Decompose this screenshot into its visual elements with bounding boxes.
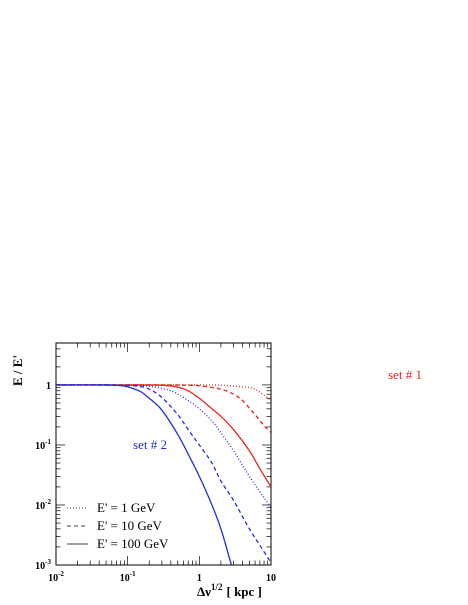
y-tick-label: 10-1 [35,438,51,452]
annotation-set-1: set # 1 [388,367,422,382]
series-set2-10gev-line [56,384,271,563]
y-tick-label: 10-3 [35,558,51,572]
x-axis-title-superscript: 1/2 [211,582,223,592]
x-axis-title-symbol: Δν [197,584,211,599]
x-tick-label: 10-2 [48,570,64,584]
annotation-set-2: set # 2 [133,437,167,452]
x-tick-label: 10-1 [120,570,136,584]
x-axis-title-unit: [ kpc ] [226,584,261,599]
legend-label-100gev: E' = 100 GeV [97,536,169,551]
plot-frame [55,342,272,566]
legend: E' = 1 GeV E' = 10 GeV E' = 100 GeV [67,500,169,551]
x-tick-label: 10 [266,573,276,584]
y-tick-label: 1 [46,381,51,392]
y-axis-title: E / E' [10,355,25,386]
legend-label-10gev: E' = 10 GeV [97,518,163,533]
series-set2-100gev-line [56,384,233,565]
y-tick-label: 10-2 [35,498,51,512]
series-set1-100gev-line [56,384,271,488]
series-set1-1gev-line [56,384,271,402]
series-set2-1gev-line [56,384,271,509]
series-set1-10gev-line [56,384,271,434]
legend-label-1gev: E' = 1 GeV [97,500,156,515]
x-tick-label: 1 [197,573,202,584]
x-axis-title: Δν1/2[ kpc ] [197,582,262,599]
